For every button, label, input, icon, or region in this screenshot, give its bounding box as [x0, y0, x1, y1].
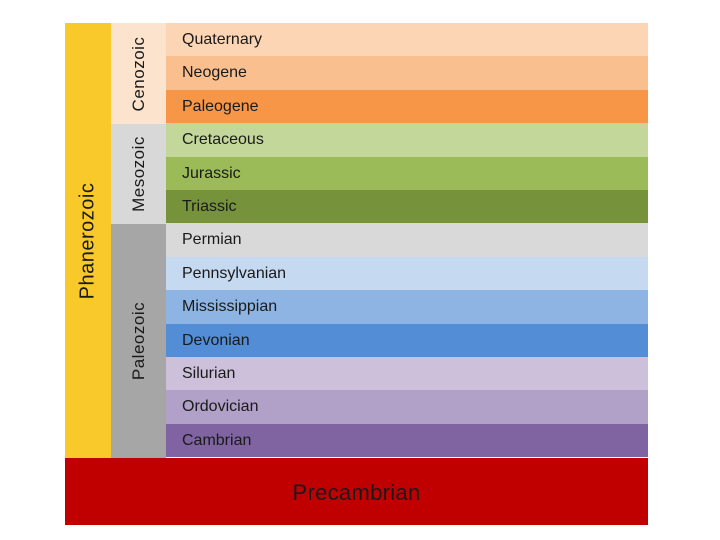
period-row: Quaternary	[166, 23, 648, 57]
period-row: Ordovician	[166, 390, 648, 424]
era-label-cenozoic: Cenozoic	[128, 36, 148, 111]
era-label-mesozoic: Mesozoic	[128, 136, 148, 212]
period-list: Quaternary Neogene Paleogene Cretaceous …	[166, 23, 648, 458]
era-paleozoic-column: Paleozoic	[111, 224, 166, 458]
period-row: Neogene	[166, 56, 648, 90]
era-label-paleozoic: Paleozoic	[128, 301, 148, 381]
precambrian-block: Precambrian	[65, 458, 648, 525]
period-row: Jurassic	[166, 156, 648, 190]
period-row: Permian	[166, 223, 648, 257]
period-row: Devonian	[166, 323, 648, 357]
period-row: Cretaceous	[166, 123, 648, 157]
era-mesozoic-column: Mesozoic	[111, 124, 166, 224]
eon-phanerozoic-column: Phanerozoic	[65, 23, 111, 458]
precambrian-label: Precambrian	[292, 480, 421, 505]
era-cenozoic-column: Cenozoic	[111, 23, 166, 124]
period-row: Paleogene	[166, 89, 648, 124]
period-row: Triassic	[166, 189, 648, 224]
period-row: Cambrian	[166, 423, 648, 458]
period-row: Silurian	[166, 356, 648, 391]
period-row: Mississippian	[166, 290, 648, 324]
eon-label: Phanerozoic	[76, 182, 99, 299]
period-row: Pennsylvanian	[166, 256, 648, 291]
